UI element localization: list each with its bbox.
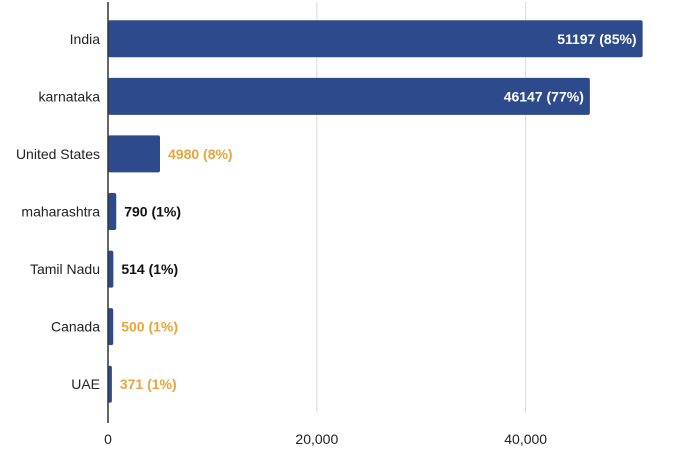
category-label-5: Canada xyxy=(51,319,100,335)
bar-3 xyxy=(108,193,117,230)
bar-0 xyxy=(108,20,643,58)
category-label-2: United States xyxy=(16,146,100,162)
category-label-4: Tamil Nadu xyxy=(30,261,100,277)
data-label-1: 46147 (77%) xyxy=(504,88,584,104)
data-label-6: 371 (1%) xyxy=(120,376,177,392)
category-label-1: karnataka xyxy=(39,88,101,104)
x-tick-label-1: 20,000 xyxy=(295,431,338,447)
bar-6 xyxy=(108,365,112,403)
bar-1 xyxy=(108,77,590,115)
data-label-4: 514 (1%) xyxy=(121,261,178,277)
bar-2 xyxy=(108,135,161,173)
data-label-5: 500 (1%) xyxy=(121,319,178,335)
bars xyxy=(108,20,643,403)
category-label-6: UAE xyxy=(71,376,100,392)
data-label-2: 4980 (8%) xyxy=(168,146,233,162)
labels: 0 20,000 40,000 India 51197 (85%) karnataka 46… xyxy=(16,31,637,447)
category-label-3: maharashtra xyxy=(21,204,100,220)
x-tick-label-2: 40,000 xyxy=(504,431,547,447)
x-tick-label-0: 0 xyxy=(104,431,112,447)
category-label-0: India xyxy=(70,31,101,47)
grid-lines xyxy=(316,2,527,413)
bar-5 xyxy=(108,308,114,346)
data-label-0: 51197 (85%) xyxy=(557,31,636,47)
data-label-3: 790 (1%) xyxy=(124,204,181,220)
bar-4 xyxy=(108,250,114,288)
